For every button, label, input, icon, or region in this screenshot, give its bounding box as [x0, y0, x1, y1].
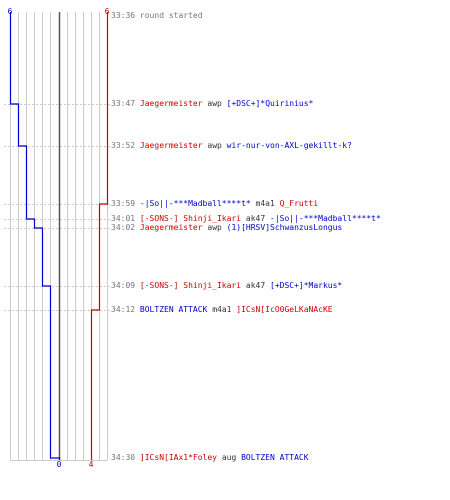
weapon-name: m4a1 — [212, 305, 232, 314]
event-time: 33:52 — [111, 141, 136, 150]
event-row: 33:47 Jaegermeister awp [+DSC+]*Quiriniu… — [111, 99, 313, 109]
victim-name: wir-nur-von-AXL-gekillt-k? — [226, 141, 352, 150]
event-time: 34:09 — [111, 281, 136, 290]
victim-name: (1)[HRSV]SchwanzusLongus — [226, 223, 343, 232]
team-b-end-count: 4 — [89, 460, 94, 469]
killer-name: Jaegermeister — [139, 99, 203, 108]
weapon-name: awp — [207, 99, 222, 108]
event-row: 34:12 BOLTZEN ATTACK m4a1 ]ICsN[IcO0GeLK… — [111, 305, 333, 315]
team-b-alive-line — [90, 12, 109, 460]
weapon-name: awp — [207, 141, 222, 150]
event-leader-lines — [4, 104, 110, 311]
weapon-name: ak47 — [245, 281, 266, 290]
killer-name: [-SONS-] Shinji_Ikari — [139, 281, 242, 290]
event-time: 34:01 — [111, 214, 136, 223]
event-row: 33:52 Jaegermeister awp wir-nur-von-AXL-… — [111, 141, 352, 151]
victim-name: BOLTZEN ATTACK — [241, 453, 309, 462]
killer-name: Jaegermeister — [139, 141, 203, 150]
victim-name: ]ICsN[IcO0GeLKaNAcKE — [236, 305, 333, 314]
team-a-end-count: 0 — [57, 460, 62, 469]
event-row: 34:01 [-SONS-] Shinji_Ikari ak47 -|So||-… — [111, 214, 381, 224]
victim-name: [+DSC+]*Quirinius* — [226, 99, 314, 108]
team-a-start-count: 6 — [8, 7, 13, 16]
killer-name: ]ICsN[IAx1*Foley — [139, 453, 217, 462]
event-time: 33:47 — [111, 99, 136, 108]
event-row: 34:02 Jaegermeister awp (1)[HRSV]Schwanz… — [111, 223, 342, 233]
event-time: 34:02 — [111, 223, 136, 232]
event-time: 33:36 — [111, 11, 136, 20]
team-a-alive-line — [9, 12, 61, 460]
team-b-start-count: 6 — [105, 7, 110, 16]
event-time: 34:30 — [111, 453, 136, 462]
event-time: 33:59 — [111, 199, 136, 208]
event-row: 34:09 [-SONS-] Shinji_Ikari ak47 [+DSC+]… — [111, 281, 342, 291]
killer-name: BOLTZEN ATTACK — [139, 305, 208, 314]
event-row: 33:36 round started — [111, 11, 203, 21]
victim-name: -|So||-***Madball****t* — [270, 214, 381, 223]
weapon-name: aug — [221, 453, 237, 462]
killer-name: [-SONS-] Shinji_Ikari — [139, 214, 242, 223]
event-row: 34:30 ]ICsN[IAx1*Foley aug BOLTZEN ATTAC… — [111, 453, 309, 463]
event-message: round started — [139, 11, 203, 20]
weapon-name: awp — [207, 223, 222, 232]
killer-name: Jaegermeister — [139, 223, 203, 232]
killer-name: -|So||-***Madball****t* — [139, 199, 251, 208]
weapon-name: ak47 — [245, 214, 266, 223]
victim-name: Q_Frutti — [279, 199, 319, 208]
event-time: 34:12 — [111, 305, 136, 314]
victim-name: [+DSC+]*Markus* — [270, 281, 343, 290]
event-row: 33:59 -|So||-***Madball****t* m4a1 Q_Fru… — [111, 199, 318, 209]
weapon-name: m4a1 — [255, 199, 275, 208]
